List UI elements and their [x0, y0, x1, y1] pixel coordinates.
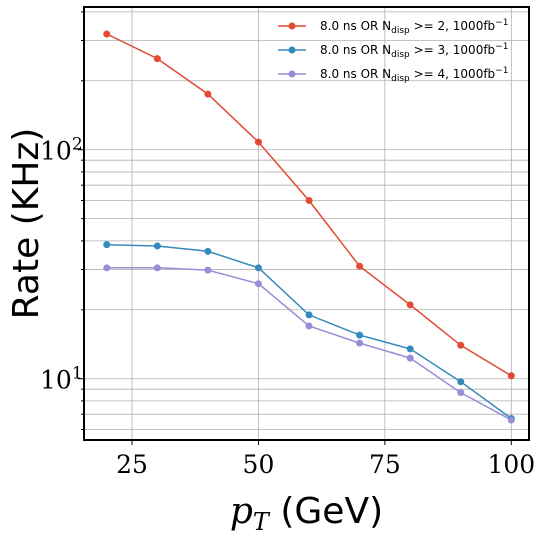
- data-point: [406, 345, 414, 353]
- data-point: [204, 90, 212, 98]
- data-point: [103, 30, 111, 38]
- series-2: [103, 241, 515, 423]
- series-line: [106, 243, 512, 420]
- legend-marker: [288, 70, 296, 78]
- data-point: [457, 378, 465, 386]
- y-tick-label: 101: [40, 364, 83, 395]
- x-tick-label: 100: [487, 450, 535, 479]
- legend: 8.0 ns OR Ndisp >= 2, 1000fb−1 8.0 ns OR …: [278, 18, 508, 84]
- series-3: [103, 264, 515, 424]
- data-point: [457, 341, 465, 349]
- legend-entry-3: 8.0 ns OR Ndisp >= 4, 1000fb−1: [278, 66, 508, 84]
- data-point: [103, 241, 111, 249]
- data-point: [254, 264, 262, 272]
- data-point: [254, 138, 262, 146]
- x-tick-label: 25: [116, 450, 148, 479]
- legend-entry-1: 8.0 ns OR Ndisp >= 2, 1000fb−1: [278, 18, 508, 36]
- data-point: [406, 354, 414, 362]
- data-point: [457, 389, 465, 397]
- data-point: [305, 322, 313, 330]
- series-1: [103, 30, 515, 380]
- data-point: [356, 262, 364, 270]
- legend-label: 8.0 ns OR Ndisp >= 3, 1000fb−1: [320, 42, 508, 60]
- legend-marker: [288, 46, 296, 54]
- data-point: [153, 55, 161, 63]
- y-tick-label: 102: [40, 135, 83, 166]
- legend-entry-2: 8.0 ns OR Ndisp >= 3, 1000fb−1: [278, 42, 508, 60]
- series-group: [103, 30, 515, 424]
- data-point: [507, 416, 515, 424]
- data-point: [305, 311, 313, 319]
- data-point: [103, 264, 111, 272]
- data-point: [204, 266, 212, 274]
- data-point: [356, 339, 364, 347]
- data-point: [406, 301, 414, 309]
- legend-label: 8.0 ns OR Ndisp >= 4, 1000fb−1: [320, 66, 508, 84]
- data-point: [305, 197, 313, 205]
- legend-label: 8.0 ns OR Ndisp >= 2, 1000fb−1: [320, 18, 508, 36]
- series-line: [106, 267, 512, 421]
- data-point: [507, 372, 515, 380]
- legend-marker: [288, 22, 296, 30]
- data-point: [356, 331, 364, 339]
- y-axis-label: Rate (KHz): [6, 128, 47, 320]
- data-point: [153, 264, 161, 272]
- x-axis-label: pT (GeV): [230, 491, 383, 536]
- axis-ticks: 25 50 75 100 101 102: [40, 11, 535, 479]
- data-point: [204, 247, 212, 255]
- data-point: [254, 280, 262, 288]
- x-tick-label: 50: [243, 450, 275, 479]
- data-point: [153, 242, 161, 250]
- x-tick-label: 75: [369, 450, 401, 479]
- plot-area-frame: [83, 6, 530, 441]
